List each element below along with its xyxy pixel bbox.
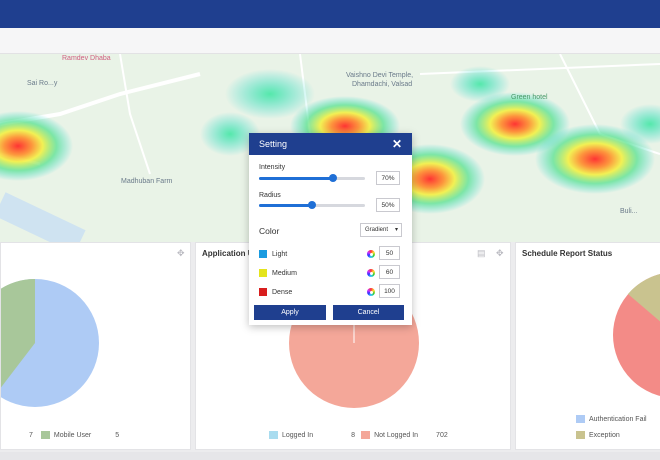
color-label: Color <box>259 226 280 236</box>
radius-label: Radius <box>259 192 281 199</box>
intensity-slider[interactable] <box>259 174 365 182</box>
pie-chart-left <box>1 278 99 407</box>
legend-label-auth-fail: Authentication Fail <box>589 415 647 423</box>
color-label-dense: Dense <box>272 289 293 296</box>
setting-dialog: Setting ✕ Intensity 70% Radius 50% Color… <box>249 133 412 325</box>
map-label-green: Green hotel <box>511 94 548 101</box>
color-value-dense[interactable]: 100 <box>379 284 400 298</box>
dialog-title: Setting <box>259 139 288 149</box>
color-picker-icon[interactable] <box>367 269 375 277</box>
map-label-madhuban: Madhuban Farm <box>121 178 173 185</box>
legend-right-1: Authentication Fail <box>576 415 647 423</box>
legend-swatch-not-logged-in <box>361 431 371 439</box>
pie-slice-exception <box>628 274 660 322</box>
color-swatch-medium[interactable] <box>259 269 267 277</box>
color-label-medium: Medium <box>272 270 297 277</box>
apply-button[interactable]: Apply <box>254 305 326 320</box>
color-picker-icon[interactable] <box>367 250 375 258</box>
radius-slider[interactable] <box>259 201 365 209</box>
map-label-sai: Sai Ro...y <box>27 80 58 87</box>
sub-toolbar <box>0 28 660 54</box>
panel-title-application: Application U <box>202 249 254 258</box>
close-icon[interactable]: ✕ <box>391 137 402 151</box>
legend-label-mobile: Mobile User <box>53 431 92 439</box>
map-canvas <box>0 54 660 242</box>
legend-label-exception: Exception <box>589 431 620 439</box>
pie-slice-green <box>1 278 35 388</box>
color-picker-icon[interactable] <box>367 288 375 296</box>
heatmap-map[interactable]: Ramdev Dhaba Sai Ro...y Vaishno Devi Tem… <box>0 54 660 242</box>
dialog-header: Setting ✕ <box>249 133 412 155</box>
pie-chart-right <box>613 274 660 396</box>
map-label-vaishno: Vaishno Devi Temple, <box>346 72 414 79</box>
move-icon[interactable]: ✥ <box>496 248 504 258</box>
legend-value-not-logged-in: 702 <box>436 431 448 439</box>
legend-right-2: Exception <box>576 431 620 439</box>
legend-swatch-exception <box>576 431 585 439</box>
radius-value[interactable]: 50% <box>376 198 400 212</box>
legend-middle: Logged In 8 Not Logged In 702 <box>269 431 448 439</box>
legend-swatch-mobile <box>40 431 50 439</box>
bottom-strip <box>0 452 660 460</box>
chevron-down-icon: ▾ <box>394 227 398 233</box>
intensity-slider-handle[interactable] <box>329 174 338 182</box>
color-swatch-light[interactable] <box>259 250 267 258</box>
color-mode-value: Gradient <box>365 227 389 233</box>
color-value-light[interactable]: 50 <box>379 246 400 260</box>
top-nav-bar <box>0 0 660 28</box>
move-icon[interactable]: ✥ <box>177 248 185 258</box>
color-mode-select[interactable]: Gradient ▾ <box>360 223 402 237</box>
map-label-dhamdachi: Dhamdachi, Valsad <box>352 81 413 88</box>
radius-slider-handle[interactable] <box>308 201 316 209</box>
color-swatch-dense[interactable] <box>259 288 267 296</box>
legend-value-mobile: 5 <box>115 431 120 439</box>
intensity-label: Intensity <box>259 164 286 171</box>
legend-value-logged-in: 8 <box>351 431 356 439</box>
legend-label-not-logged-in: Not Logged In <box>374 431 419 439</box>
map-label-right: Buli... <box>620 208 638 215</box>
legend-swatch-auth-fail <box>576 415 585 423</box>
document-icon[interactable]: ▤ <box>477 248 486 258</box>
legend-swatch-logged-in <box>269 431 278 439</box>
panel-right: Schedule Report Status Authentication Fa… <box>515 242 660 450</box>
cancel-button[interactable]: Cancel <box>333 305 404 320</box>
legend-left: 7 Mobile User 5 <box>29 431 119 439</box>
color-label-light: Light <box>272 251 288 258</box>
map-label-ramdev: Ramdev Dhaba <box>62 55 111 62</box>
legend-label-logged-in: Logged In <box>282 431 314 439</box>
panel-left: ✥ 7 Mobile User 5 <box>0 242 191 450</box>
intensity-value[interactable]: 70% <box>376 171 400 185</box>
intensity-slider-fill <box>259 177 334 180</box>
radius-slider-fill <box>259 204 312 207</box>
panel-title-schedule: Schedule Report Status <box>522 249 613 258</box>
color-value-medium[interactable]: 60 <box>379 265 400 279</box>
dialog-body: Intensity 70% Radius 50% Color Gradient … <box>249 155 412 325</box>
legend-value-prev: 7 <box>29 431 33 439</box>
